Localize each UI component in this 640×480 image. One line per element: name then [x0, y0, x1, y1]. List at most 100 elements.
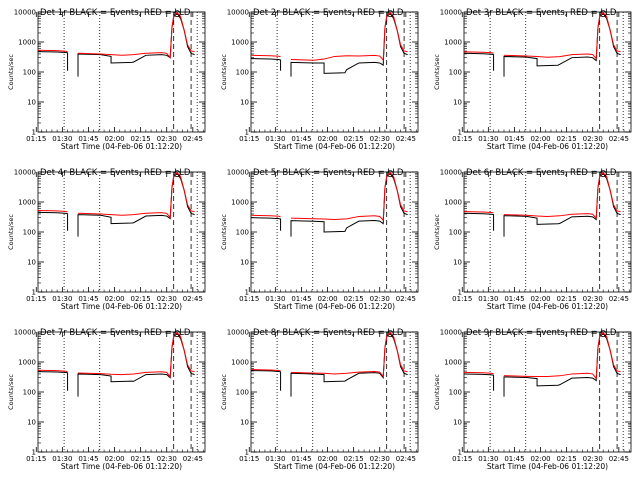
panel-title: Det 3r BLACK = Events, RED = LLD	[466, 8, 617, 18]
y-tick-label: 10000	[14, 9, 36, 17]
x-tick-label: 02:45	[609, 135, 629, 143]
y-axis-label: Counts/sec	[433, 214, 441, 250]
x-tick-label: 02:00	[317, 455, 337, 463]
y-tick-label: 10000	[227, 9, 249, 17]
plot-frame	[250, 331, 419, 453]
plot-frame	[37, 171, 206, 293]
panel-title: Det 9r BLACK = Events, RED = LLD	[466, 328, 617, 338]
x-tick-label: 01:15	[239, 455, 259, 463]
x-tick-label: 02:00	[104, 295, 124, 303]
x-tick-label: 02:45	[183, 295, 203, 303]
y-tick-label: 1000	[444, 199, 462, 207]
y-tick-label: 100	[449, 69, 462, 77]
x-tick-label: 02:00	[104, 135, 124, 143]
x-tick-label: 01:45	[291, 135, 311, 143]
peak-marker	[173, 170, 181, 178]
x-tick-label: 01:30	[478, 455, 498, 463]
x-tick-label: 01:45	[504, 295, 524, 303]
x-tick-label: 01:30	[52, 295, 72, 303]
panel-det-3: Det 3r BLACK = Events, RED = LLD 1 10 100 10…	[433, 8, 632, 151]
x-axis-label: Start Time (04-Feb-06 01:12:20)	[61, 462, 182, 471]
x-tick-label: 02:15	[131, 135, 151, 143]
y-tick-label: 100	[449, 229, 462, 237]
y-tick-label: 1	[458, 289, 462, 297]
y-tick-label: 10	[453, 419, 462, 427]
y-tick-label: 10	[453, 259, 462, 267]
x-tick-label: 01:45	[504, 455, 524, 463]
peak-marker	[386, 330, 394, 338]
x-tick-label: 02:30	[370, 295, 390, 303]
y-tick-label: 1	[245, 289, 249, 297]
x-tick-label: 02:45	[183, 135, 203, 143]
x-tick-label: 01:15	[239, 295, 259, 303]
y-tick-label: 1	[245, 449, 249, 457]
y-axis-label: Counts/sec	[220, 54, 228, 90]
x-tick-label: 01:15	[26, 295, 46, 303]
y-axis-label: Counts/sec	[7, 374, 15, 410]
x-tick-label: 01:45	[291, 295, 311, 303]
y-tick-label: 100	[23, 229, 36, 237]
x-tick-label: 02:00	[104, 455, 124, 463]
panel-det-7: Det 7r BLACK = Events, RED = LLD 1 10 100 10…	[7, 328, 206, 471]
x-tick-label: 02:45	[609, 455, 629, 463]
panel-title: Det 4r BLACK = Events, RED = LLD	[40, 168, 191, 178]
panel-title: Det 1r BLACK = Events, RED = LLD	[40, 8, 191, 18]
x-axis-label: Start Time (04-Feb-06 01:12:20)	[487, 302, 608, 311]
x-tick-label: 01:45	[291, 455, 311, 463]
y-tick-label: 100	[449, 389, 462, 397]
red-lld-curve	[37, 11, 195, 60]
y-axis-label: Counts/sec	[433, 54, 441, 90]
x-tick-label: 01:30	[52, 135, 72, 143]
x-tick-label: 02:15	[557, 295, 577, 303]
x-tick-label: 02:45	[183, 455, 203, 463]
x-axis-label: Start Time (04-Feb-06 01:12:20)	[61, 142, 182, 151]
x-tick-label: 02:30	[157, 135, 177, 143]
x-tick-label: 02:15	[344, 135, 364, 143]
plot-frame	[463, 171, 632, 293]
x-tick-label: 02:30	[583, 135, 603, 143]
x-axis-label: Start Time (04-Feb-06 01:12:20)	[487, 462, 608, 471]
panel-det-4: Det 4r BLACK = Events, RED = LLD 1 10 100 10…	[7, 168, 206, 311]
y-tick-label: 1000	[444, 39, 462, 47]
y-tick-label: 10	[240, 259, 249, 267]
y-tick-label: 1000	[18, 359, 36, 367]
y-tick-label: 100	[236, 69, 249, 77]
panel-det-6: Det 6r BLACK = Events, RED = LLD 1 10 100 10…	[433, 168, 632, 311]
plot-frame	[37, 331, 206, 453]
y-tick-label: 100	[23, 69, 36, 77]
y-axis-label: Counts/sec	[7, 54, 15, 90]
x-tick-label: 01:30	[478, 135, 498, 143]
x-tick-label: 02:15	[344, 455, 364, 463]
plot-frame	[463, 331, 632, 453]
y-tick-label: 10000	[440, 329, 462, 337]
panel-det-8: Det 8r BLACK = Events, RED = LLD 1 10 100 10…	[220, 328, 419, 471]
x-tick-label: 01:30	[52, 455, 72, 463]
plot-frame	[250, 11, 419, 133]
panel-det-5: Det 5r BLACK = Events, RED = LLD 1 10 100 10…	[220, 168, 419, 311]
x-tick-label: 02:15	[131, 295, 151, 303]
panel-title: Det 7r BLACK = Events, RED = LLD	[40, 328, 191, 338]
x-tick-label: 02:00	[530, 455, 550, 463]
x-tick-label: 02:00	[530, 135, 550, 143]
y-tick-label: 1	[245, 129, 249, 137]
y-axis-label: Counts/sec	[220, 214, 228, 250]
x-tick-label: 02:30	[583, 295, 603, 303]
red-lld-curve	[463, 171, 621, 220]
x-tick-label: 02:00	[317, 135, 337, 143]
peak-marker	[173, 10, 181, 18]
panel-title: Det 6r BLACK = Events, RED = LLD	[466, 168, 617, 178]
y-axis-label: Counts/sec	[7, 214, 15, 250]
y-tick-label: 1000	[444, 359, 462, 367]
x-tick-label: 02:15	[557, 455, 577, 463]
y-tick-label: 1000	[18, 199, 36, 207]
x-tick-label: 01:45	[504, 135, 524, 143]
y-tick-label: 10	[27, 99, 36, 107]
red-lld-curve	[250, 171, 408, 222]
red-lld-curve	[250, 11, 408, 62]
peak-marker	[599, 170, 607, 178]
x-tick-label: 01:30	[265, 135, 285, 143]
peak-marker	[599, 330, 607, 338]
x-tick-label: 01:45	[78, 295, 98, 303]
y-axis-label: Counts/sec	[220, 374, 228, 410]
x-tick-label: 01:45	[78, 135, 98, 143]
